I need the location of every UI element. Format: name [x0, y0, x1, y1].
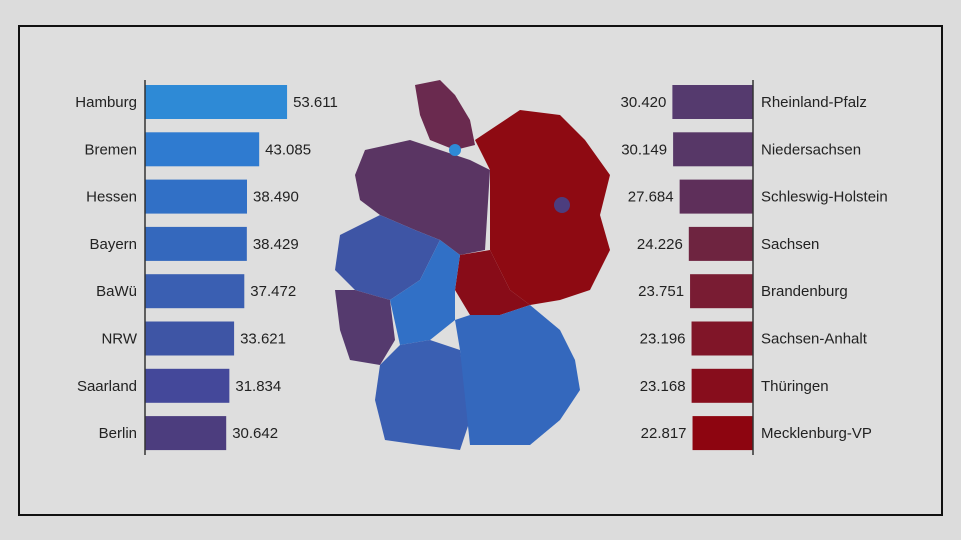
value-label: 33.621	[240, 331, 286, 348]
bar-th-ringen	[691, 368, 753, 403]
map-region-hessen	[390, 240, 460, 345]
bar-bremen	[145, 132, 260, 167]
value-label: 22.817	[641, 425, 687, 442]
germany-map	[335, 80, 610, 450]
map-region-bayern	[455, 305, 580, 445]
category-label: Hessen	[86, 189, 137, 206]
category-label: Sachsen-Anhalt	[761, 331, 868, 348]
bar-schleswig-holstein	[679, 179, 753, 214]
value-label: 53.611	[293, 94, 338, 111]
map-berlin	[554, 197, 570, 213]
category-label: Schleswig-Holstein	[761, 189, 888, 206]
bar-brandenburg	[690, 274, 753, 309]
map-hamburg	[449, 144, 461, 156]
bar-mecklenburg-vp	[692, 416, 753, 451]
left-bar-group: Hamburg 53.611 Bremen 43.085 Hessen 38.490 Bay…	[75, 85, 338, 451]
map-region-thueringen	[455, 250, 530, 315]
category-label: Saarland	[77, 378, 137, 395]
category-label: Sachsen	[761, 236, 819, 253]
bar-sachsen	[688, 226, 753, 261]
value-label: 30.420	[620, 94, 666, 111]
value-label: 23.168	[640, 378, 686, 395]
bar-rheinland-pfalz	[672, 85, 753, 119]
value-label: 37.472	[250, 283, 296, 300]
category-label: Brandenburg	[761, 283, 848, 300]
bar-baw-	[145, 274, 245, 309]
value-label: 43.085	[265, 141, 311, 158]
category-label: Bayern	[89, 236, 137, 253]
map-region-north-east	[475, 110, 610, 305]
category-label: NRW	[101, 331, 137, 348]
category-label: Hamburg	[75, 94, 137, 111]
bar-berlin	[145, 416, 227, 451]
map-region-rheinland-pfalz	[335, 290, 395, 365]
value-label: 31.834	[235, 378, 281, 395]
category-label: Rheinland-Pfalz	[761, 94, 867, 111]
category-label: BaWü	[96, 283, 137, 300]
map-region-nrw	[335, 215, 440, 300]
map-region-schleswig-holstein	[415, 80, 475, 150]
value-label: 30.642	[232, 425, 278, 442]
value-label: 30.149	[621, 141, 667, 158]
bar-saarland	[145, 368, 230, 403]
category-label: Mecklenburg-VP	[761, 425, 872, 442]
category-label: Niedersachsen	[761, 141, 861, 158]
bar-sachsen-anhalt	[691, 321, 753, 356]
value-label: 23.196	[640, 331, 686, 348]
right-bar-group: Rheinland-Pfalz 30.420 Niedersachsen 30.149…	[620, 85, 888, 451]
map-region-north-west	[355, 140, 490, 255]
bar-niedersachsen	[673, 132, 753, 167]
map-region-bawue	[375, 340, 470, 450]
value-label: 24.226	[637, 236, 683, 253]
category-label: Berlin	[99, 425, 137, 442]
bar-bayern	[145, 226, 247, 261]
value-label: 27.684	[628, 189, 674, 206]
bar-hessen	[145, 179, 247, 214]
value-label: 38.490	[253, 189, 299, 206]
bar-hamburg	[145, 85, 288, 119]
category-label: Thüringen	[761, 378, 829, 395]
bar-nrw	[145, 321, 235, 356]
category-label: Bremen	[84, 141, 137, 158]
value-label: 23.751	[638, 283, 684, 300]
value-label: 38.429	[253, 236, 299, 253]
